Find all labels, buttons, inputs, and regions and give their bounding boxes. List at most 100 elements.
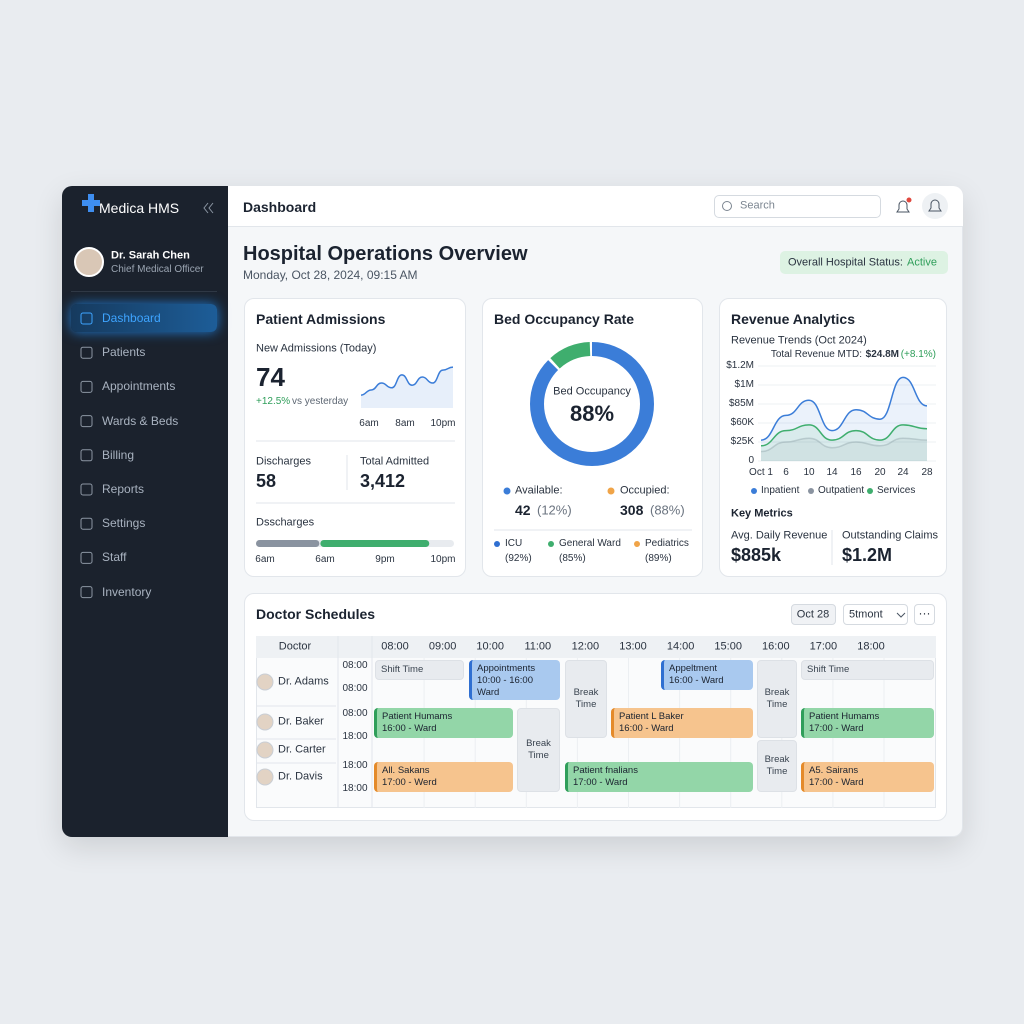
metric-value: 74 xyxy=(256,362,285,392)
time-header: 17:00 xyxy=(809,640,838,653)
legend-label: Available: xyxy=(515,484,563,497)
more-button[interactable]: ··· xyxy=(914,604,935,625)
doctor-avatar xyxy=(256,713,274,731)
nav-item[interactable]: Inventory xyxy=(102,584,152,599)
y-tick-label: $1.2M xyxy=(726,360,754,371)
axis-label: 6am xyxy=(255,554,275,565)
schedule-event[interactable]: Break Time xyxy=(565,660,607,738)
event-title: Break Time xyxy=(764,754,790,777)
ward-name: ICU xyxy=(505,538,523,549)
view-select[interactable] xyxy=(843,604,908,625)
schedule-event[interactable]: Appointments 10:00 - 16:00 Ward xyxy=(469,660,560,700)
y-tick-label: $25K xyxy=(730,436,754,447)
event-title: Shift Time xyxy=(807,664,850,675)
legend-label: Inpatient xyxy=(761,485,800,496)
event-title: Patient Humams xyxy=(809,711,880,722)
donut-value: 88% xyxy=(569,401,615,426)
schedule-event[interactable]: Shift Time xyxy=(801,660,934,680)
nav-item[interactable]: Billing xyxy=(102,447,135,462)
legend-label: Outpatient xyxy=(818,485,865,496)
nav-item[interactable]: Settings xyxy=(102,516,146,531)
ward-pct: (89%) xyxy=(645,553,672,564)
nav-item[interactable]: Patients xyxy=(102,345,146,360)
nav-item[interactable]: Dashboard xyxy=(102,311,161,325)
doctor-avatar xyxy=(256,673,274,691)
metric-value: $885k xyxy=(731,545,782,565)
section-title: Hospital Operations Overview xyxy=(243,243,528,265)
column-header: Doctor xyxy=(278,640,312,653)
schedule-event[interactable]: Break Time xyxy=(757,660,797,738)
metric-label: Discharges xyxy=(256,455,312,468)
revenue-card xyxy=(719,298,947,577)
nav-active[interactable] xyxy=(71,304,217,332)
bar-segment xyxy=(320,540,430,547)
sparkline-area xyxy=(361,367,453,408)
user-name: Dr. Sarah Chen xyxy=(111,249,190,262)
schedule-event[interactable]: Shift Time xyxy=(375,660,464,680)
nav-icon xyxy=(80,380,93,393)
legend-dot xyxy=(751,488,757,494)
event-detail: 17:00 - Ward xyxy=(573,777,628,788)
schedule-event[interactable]: Break Time xyxy=(517,708,560,792)
event-title: All. Sakans xyxy=(382,765,430,776)
event-title: Break Time xyxy=(573,687,599,710)
status-pill xyxy=(780,251,948,274)
time-header: 18:00 xyxy=(857,640,885,653)
nav-item[interactable]: Staff xyxy=(102,550,127,565)
line xyxy=(760,424,928,447)
brand-name: Medica HMS xyxy=(99,200,180,216)
schedule-event[interactable]: All. Sakans 17:00 - Werd xyxy=(374,762,513,792)
bell-icon xyxy=(928,199,942,212)
row-time: 18:00 xyxy=(342,760,368,771)
collapse-icon[interactable] xyxy=(203,202,214,214)
date-picker[interactable] xyxy=(791,604,836,625)
x-tick-label: 20 xyxy=(874,467,886,478)
ward-name: General Ward xyxy=(559,538,621,549)
nav-item[interactable]: Appointments xyxy=(102,379,176,394)
x-tick-label: 14 xyxy=(826,467,838,478)
schedule-event[interactable]: Break Time xyxy=(757,740,797,792)
bell-icon[interactable] xyxy=(896,200,910,213)
x-tick-label: 28 xyxy=(921,467,933,478)
search-box[interactable] xyxy=(714,195,881,218)
event-title: Patient fnalians xyxy=(573,765,638,776)
nav-item[interactable]: Reports xyxy=(102,482,145,496)
time-header: 08:00 xyxy=(381,640,409,653)
total-change: (+8.1%) xyxy=(900,349,936,360)
search-icon xyxy=(722,201,732,211)
nav-icon xyxy=(80,312,93,325)
legend-pct: (88%) xyxy=(650,502,685,518)
metric-value: 3,412 xyxy=(360,471,406,491)
event-title: Patient Humams xyxy=(382,711,453,722)
x-tick-label: 6 xyxy=(783,467,789,478)
area xyxy=(761,424,927,461)
schedule-header xyxy=(256,636,936,658)
row-time: 08:00 xyxy=(342,683,368,694)
schedule-event[interactable]: Patient L Baker 16:00 - Ward xyxy=(611,708,753,738)
row-time: 08:00 xyxy=(342,660,368,671)
axis-label: 10pm xyxy=(430,554,456,565)
datetime: Monday, Oct 28, 2024, 09:15 AM xyxy=(243,268,418,282)
schedule-event[interactable]: Patient Humams 17:00 - Ward xyxy=(801,708,934,738)
profile-button[interactable] xyxy=(922,193,948,219)
schedule-event[interactable]: A5. Sairans 17:00 - Ward xyxy=(801,762,934,792)
line xyxy=(760,376,928,441)
legend-label: Occupied: xyxy=(620,484,670,497)
legend-dot xyxy=(634,541,640,547)
row-time: 18:00 xyxy=(342,783,368,794)
event-detail: 10:00 - 16:00 xyxy=(477,675,533,686)
ward-pct: (92%) xyxy=(505,553,532,564)
event-detail: 17:00 - Ward xyxy=(809,723,864,734)
doctor-name: Dr. Davis xyxy=(278,770,323,783)
time-header: 14:00 xyxy=(666,640,695,653)
schedule-event[interactable]: Appeltment 16:00 - Ward xyxy=(661,660,753,690)
schedule-event[interactable]: Patient Humams 16:00 - Ward xyxy=(374,708,513,738)
doctor-avatar xyxy=(256,768,274,786)
event-title: Patient L Baker xyxy=(619,711,684,722)
time-header: 12:00 xyxy=(571,640,600,653)
total-label: Total Revenue MTD: xyxy=(770,349,862,360)
nav-item[interactable]: Wards & Beds xyxy=(102,413,179,428)
legend-pct: (12%) xyxy=(537,502,572,518)
schedule-event[interactable]: Patient fnalians 17:00 - Ward xyxy=(565,762,753,792)
